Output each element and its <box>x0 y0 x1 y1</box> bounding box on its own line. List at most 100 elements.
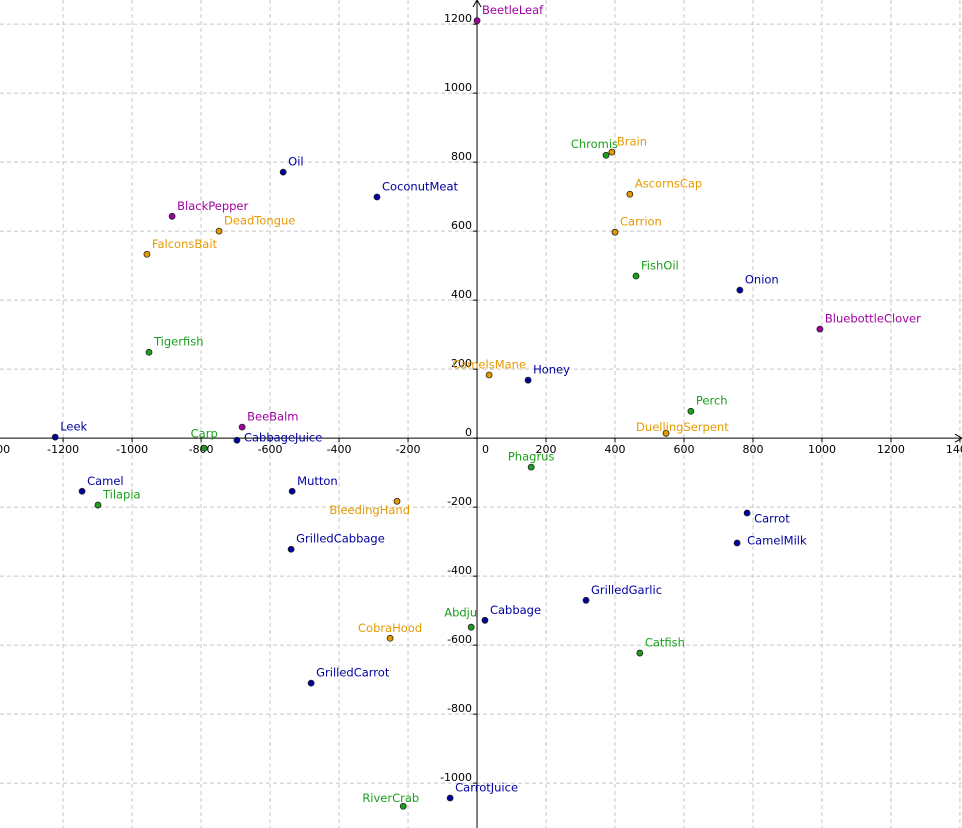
point-label: CarrotJuice <box>455 780 518 794</box>
data-point <box>373 193 381 201</box>
data-point <box>527 463 535 471</box>
x-tick-label: -1000 <box>116 443 148 456</box>
data-point <box>636 649 644 657</box>
axis-arrow <box>472 0 482 8</box>
data-point <box>94 501 102 509</box>
x-tick-label: 200 <box>536 443 557 456</box>
data-point <box>524 376 532 384</box>
y-tick-label: 600 <box>451 219 472 232</box>
x-tick-label: -200 <box>396 443 421 456</box>
data-point <box>602 151 610 159</box>
data-point <box>145 348 153 356</box>
data-point <box>816 325 824 333</box>
data-point <box>238 423 246 431</box>
y-tick-label: -400 <box>447 564 472 577</box>
data-point <box>168 212 176 220</box>
point-label: BluebottleClover <box>825 312 921 326</box>
point-label: Honey <box>533 363 570 377</box>
point-label: Chromis <box>571 137 618 151</box>
point-label: CobraHood <box>358 621 422 635</box>
point-label: CoconutMeat <box>382 179 459 193</box>
x-tick-label: -600 <box>258 443 283 456</box>
data-point <box>743 509 751 517</box>
data-point <box>481 616 489 624</box>
data-point <box>287 545 295 553</box>
y-tick-label: 1200 <box>444 12 472 25</box>
data-point <box>233 436 241 444</box>
point-label: Mutton <box>297 474 338 488</box>
x-tick-label: -1400 <box>0 443 10 456</box>
x-tick-label: 800 <box>742 443 763 456</box>
y-tick-label: 400 <box>451 288 472 301</box>
point-label: BeetleLeaf <box>482 3 544 17</box>
point-label: BlackPepper <box>177 199 248 213</box>
x-tick-label: -1200 <box>47 443 79 456</box>
point-label: Catfish <box>645 636 685 650</box>
data-point <box>467 623 475 631</box>
x-tick-label: 600 <box>673 443 694 456</box>
y-tick-label: 800 <box>451 150 472 163</box>
x-tick-label: 400 <box>605 443 626 456</box>
point-label: Brain <box>617 135 647 149</box>
data-point <box>582 596 590 604</box>
data-point <box>399 802 407 810</box>
point-label: Phagrus <box>508 450 555 464</box>
data-point <box>307 679 315 687</box>
y-tick-label: 200 <box>451 357 472 370</box>
data-point <box>687 407 695 415</box>
point-label: Leek <box>60 420 87 434</box>
y-tick-label: -600 <box>447 633 472 646</box>
x-tick-label: 1400 <box>946 443 962 456</box>
data-point <box>386 634 394 642</box>
point-label: Cabbage <box>490 603 541 617</box>
data-point <box>626 190 634 198</box>
point-label: Carp <box>191 427 218 441</box>
data-point <box>485 371 493 379</box>
point-label: BleedingHand <box>329 503 410 517</box>
point-label: CabbageJuice <box>244 431 322 445</box>
point-label: Camel <box>87 474 124 488</box>
data-point <box>200 444 208 452</box>
y-tick-label: -200 <box>447 495 472 508</box>
point-label: GrilledCarrot <box>316 666 390 680</box>
data-point <box>611 228 619 236</box>
data-point <box>446 794 454 802</box>
point-label: Tigerfish <box>153 335 204 349</box>
y-tick-label: -1000 <box>440 771 472 784</box>
data-point <box>632 272 640 280</box>
point-label: DuellingSerpent <box>636 420 729 434</box>
point-label: Abdju <box>444 606 477 620</box>
axis-arrow <box>954 433 962 443</box>
data-point <box>662 429 670 437</box>
point-label: Carrion <box>620 215 662 229</box>
data-point <box>78 487 86 495</box>
data-point <box>608 148 616 156</box>
point-label: Oil <box>288 155 303 169</box>
data-point <box>279 168 287 176</box>
point-label: FalconsBait <box>152 237 218 251</box>
data-point <box>736 286 744 294</box>
data-point <box>143 250 151 258</box>
point-label: Tilapia <box>102 488 141 502</box>
x-tick-label: 1200 <box>877 443 905 456</box>
x-tick-label: -400 <box>327 443 352 456</box>
point-label: RiverCrab <box>362 791 419 805</box>
y-tick-label: -800 <box>447 702 472 715</box>
point-label: Onion <box>745 273 779 287</box>
point-label: DeadTongue <box>224 214 295 228</box>
point-label: CamelMilk <box>747 534 807 548</box>
data-point <box>473 17 481 25</box>
data-point <box>215 227 223 235</box>
data-point <box>288 487 296 495</box>
y-tick-label: 0 <box>465 426 472 439</box>
data-point <box>393 497 401 505</box>
data-point <box>733 539 741 547</box>
x-tick-label: -800 <box>189 443 214 456</box>
point-label: Perch <box>696 394 728 408</box>
point-label: FishOil <box>641 259 679 273</box>
point-label: GrilledCabbage <box>296 532 385 546</box>
